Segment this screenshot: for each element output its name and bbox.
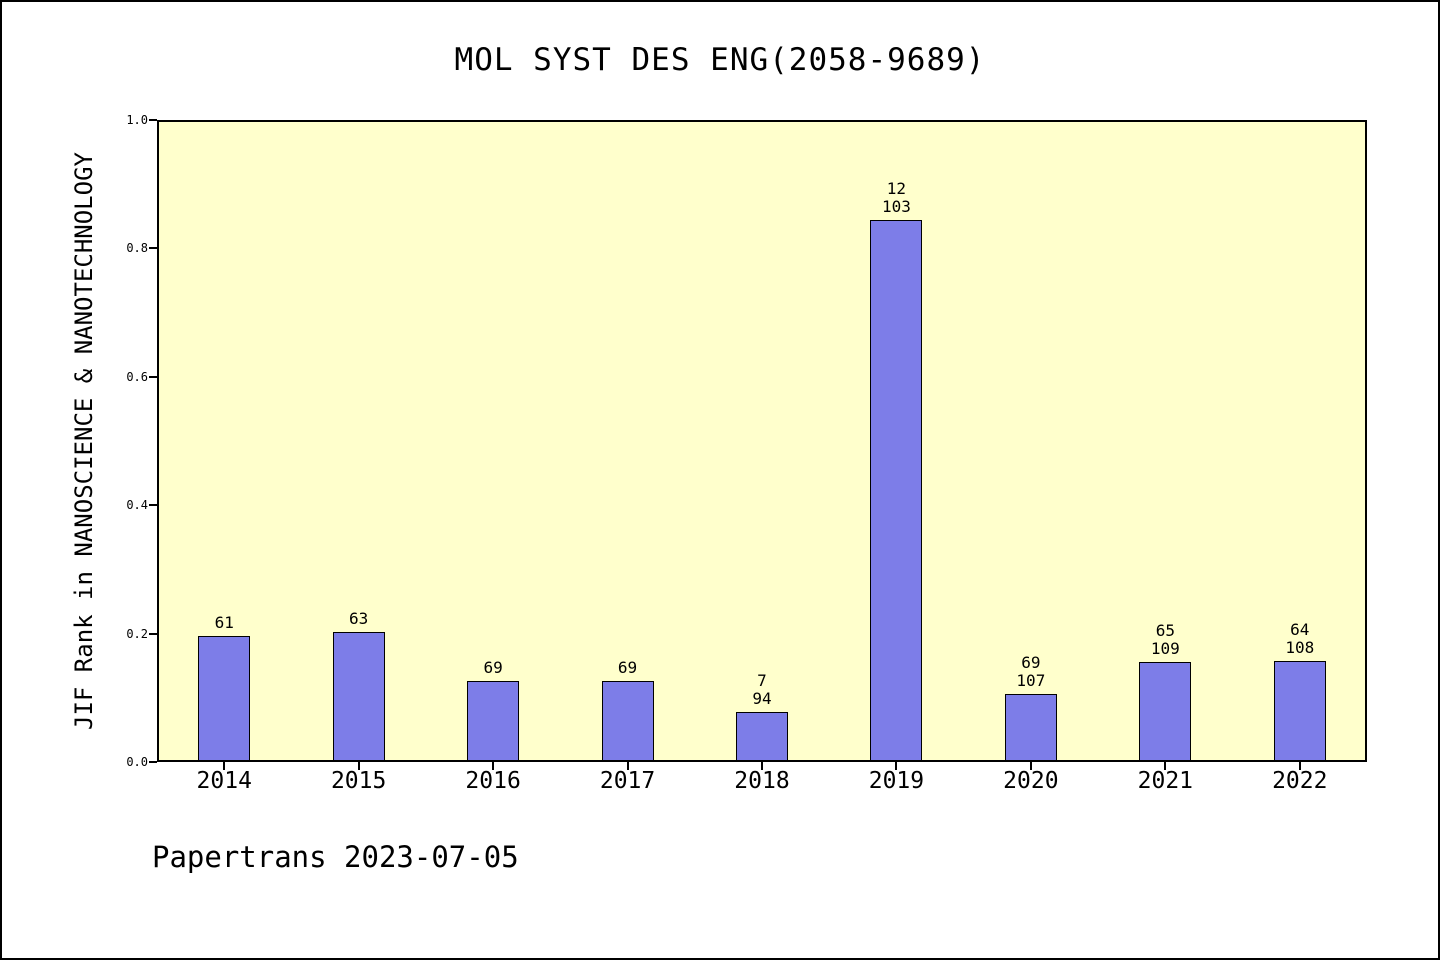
y-tick-label-1.0: 1.0 xyxy=(126,113,148,127)
x-tick-mark xyxy=(626,762,629,770)
x-tick-label-2018: 2018 xyxy=(734,768,790,794)
x-tick-mark xyxy=(1298,762,1301,770)
y-tick-label-0.6: 0.6 xyxy=(126,369,148,384)
x-tick-label-2014: 2014 xyxy=(196,768,252,794)
x-tick-mark xyxy=(1029,762,1032,770)
bar-2014 xyxy=(198,636,251,762)
x-tick-label-2021: 2021 xyxy=(1137,768,1194,794)
x-tick-mark xyxy=(761,762,763,770)
bar-value-label: 69 107 xyxy=(1016,653,1046,690)
bar-2015 xyxy=(332,632,385,762)
bar-value-label: 12 103 xyxy=(881,179,911,216)
x-tick-label-2022: 2022 xyxy=(1272,768,1328,794)
y-tick-mark xyxy=(149,504,157,507)
chart-title: MOL SYST DES ENG(2058-9689) xyxy=(454,42,986,78)
plot-area: 61 63 69 69 7 94 12 103 69 107 65 109 64 108 xyxy=(157,120,1367,762)
bar-2017 xyxy=(601,681,654,762)
x-tick-label-2017: 2017 xyxy=(599,768,656,794)
bar-2021 xyxy=(1139,662,1192,762)
bar-value-label: 7 94 xyxy=(752,671,772,708)
y-tick-mark xyxy=(149,761,157,763)
x-tick-mark xyxy=(895,762,898,770)
bar-2019 xyxy=(870,220,923,762)
y-tick-label-0.2: 0.2 xyxy=(126,626,148,641)
bar-value-label: 64 108 xyxy=(1285,620,1315,657)
bar-2020 xyxy=(1004,694,1057,762)
y-tick-mark xyxy=(149,247,157,250)
bar-value-label: 65 109 xyxy=(1150,621,1180,658)
y-tick-label-0.0: 0.0 xyxy=(126,755,148,769)
bar-value-label: 69 xyxy=(483,658,503,677)
y-tick-mark xyxy=(149,375,157,378)
bar-value-label: 63 xyxy=(349,609,369,628)
x-tick-mark xyxy=(223,762,226,770)
x-tick-mark xyxy=(357,762,360,770)
x-tick-label-2020: 2020 xyxy=(1003,768,1059,794)
bar-value-label: 69 xyxy=(617,658,638,677)
x-tick-label-2016: 2016 xyxy=(465,768,521,794)
bar-2022 xyxy=(1273,661,1326,762)
y-tick-label-0.4: 0.4 xyxy=(126,498,148,513)
watermark-text: Papertrans 2023-07-05 xyxy=(152,840,519,874)
x-tick-label-2015: 2015 xyxy=(330,768,387,794)
x-tick-mark xyxy=(1164,762,1167,770)
bar-2018 xyxy=(736,712,788,762)
y-tick-mark xyxy=(149,119,157,121)
x-tick-label-2019: 2019 xyxy=(868,768,925,794)
bar-2016 xyxy=(467,681,520,762)
y-tick-mark xyxy=(149,632,157,635)
y-tick-label-0.8: 0.8 xyxy=(126,241,148,256)
bar-value-label: 61 xyxy=(214,613,234,632)
y-axis-label: JIF Rank in NANOSCIENCE & NANOTECHNOLOGY xyxy=(70,152,98,730)
x-tick-mark xyxy=(492,762,495,770)
